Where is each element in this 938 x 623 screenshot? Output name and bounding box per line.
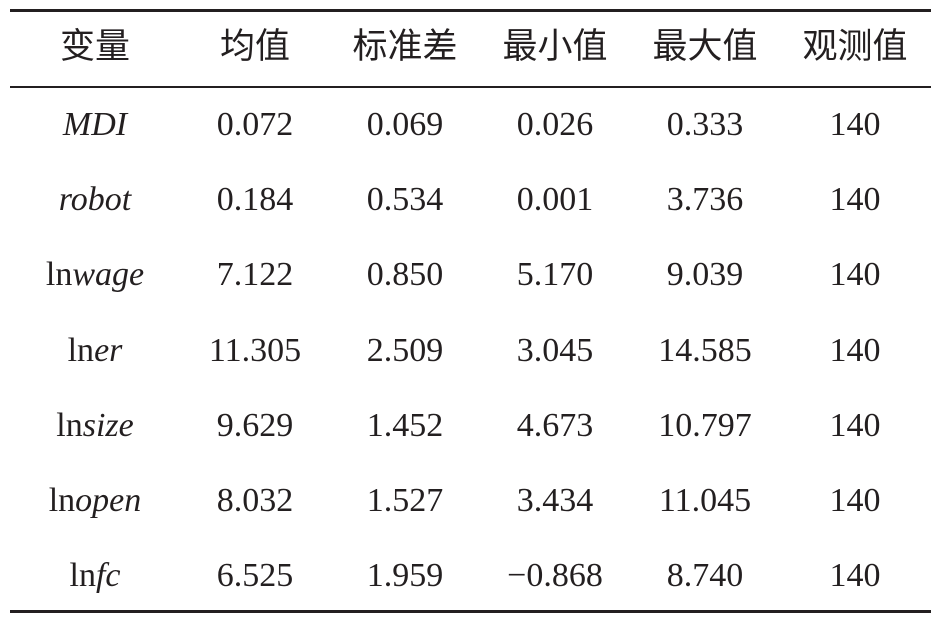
variable-prefix: ln xyxy=(56,406,83,444)
value-cell: 11.305 xyxy=(208,331,302,369)
variable-name: er xyxy=(94,331,123,369)
value-cell: 140 xyxy=(829,482,881,519)
header-cell: 变量 xyxy=(59,27,130,66)
value-cell: 2.509 xyxy=(366,331,444,369)
variable-cell: lnwage xyxy=(20,255,170,295)
value-cell: 6.525 xyxy=(216,557,294,595)
variable-name: wage xyxy=(72,256,145,294)
value-cell: 3.736 xyxy=(666,181,744,219)
value-cell: 9.629 xyxy=(216,406,294,444)
value-cell: 10.797 xyxy=(658,406,752,444)
value-cell: 4.673 xyxy=(516,406,594,444)
variable-name: robot xyxy=(58,181,132,219)
header-cell: 标准差 xyxy=(352,27,458,66)
variable-cell: lnfc xyxy=(20,556,170,596)
value-cell: 11.045 xyxy=(658,482,752,519)
value-cell: 3.434 xyxy=(516,482,594,519)
value-cell: 140 xyxy=(829,181,881,219)
value-cell: −0.868 xyxy=(507,557,603,595)
value-cell: 5.170 xyxy=(516,256,594,294)
value-cell: 0.072 xyxy=(216,106,294,143)
header-cell: 观测值 xyxy=(802,27,908,66)
value-cell: 0.850 xyxy=(366,256,444,294)
variable-cell: lnopen xyxy=(20,481,170,521)
value-cell: 0.001 xyxy=(516,181,594,219)
value-cell: 140 xyxy=(829,256,881,294)
value-cell: 0.333 xyxy=(666,106,744,143)
header-cell: 最小值 xyxy=(502,27,608,66)
value-cell: 8.740 xyxy=(666,557,744,595)
value-cell: 1.452 xyxy=(366,406,444,444)
variable-cell: lner xyxy=(20,331,170,371)
variable-prefix: ln xyxy=(45,256,73,294)
header-cell: 均值 xyxy=(219,27,290,66)
variable-prefix: ln xyxy=(67,331,95,369)
value-cell: 0.184 xyxy=(216,181,294,219)
value-cell: 14.585 xyxy=(658,331,752,369)
variable-name: fc xyxy=(95,557,121,595)
value-cell: 3.045 xyxy=(516,331,594,369)
variable-prefix: ln xyxy=(48,482,76,519)
value-cell: 0.026 xyxy=(516,106,594,143)
value-cell: 7.122 xyxy=(216,256,294,294)
bottom-rule xyxy=(10,610,931,613)
variable-cell: lnsize xyxy=(20,406,170,446)
value-cell: 140 xyxy=(829,406,881,444)
top-rule xyxy=(10,9,931,12)
header-rule xyxy=(10,86,931,88)
variable-cell: robot xyxy=(20,180,170,220)
value-cell: 1.527 xyxy=(366,482,444,519)
variable-name: MDI xyxy=(62,106,128,143)
value-cell: 9.039 xyxy=(666,256,744,294)
variable-name: size xyxy=(82,406,134,444)
value-cell: 140 xyxy=(829,106,881,143)
variable-name: open xyxy=(75,482,142,519)
value-cell: 1.959 xyxy=(366,557,444,595)
value-cell: 140 xyxy=(829,331,881,369)
value-cell: 0.534 xyxy=(366,181,444,219)
value-cell: 140 xyxy=(829,557,881,595)
value-cell: 0.069 xyxy=(366,106,444,143)
header-cell: 最大值 xyxy=(652,27,758,66)
variable-cell: MDI xyxy=(20,105,170,145)
value-cell: 8.032 xyxy=(216,482,294,519)
variable-prefix: ln xyxy=(69,557,96,595)
